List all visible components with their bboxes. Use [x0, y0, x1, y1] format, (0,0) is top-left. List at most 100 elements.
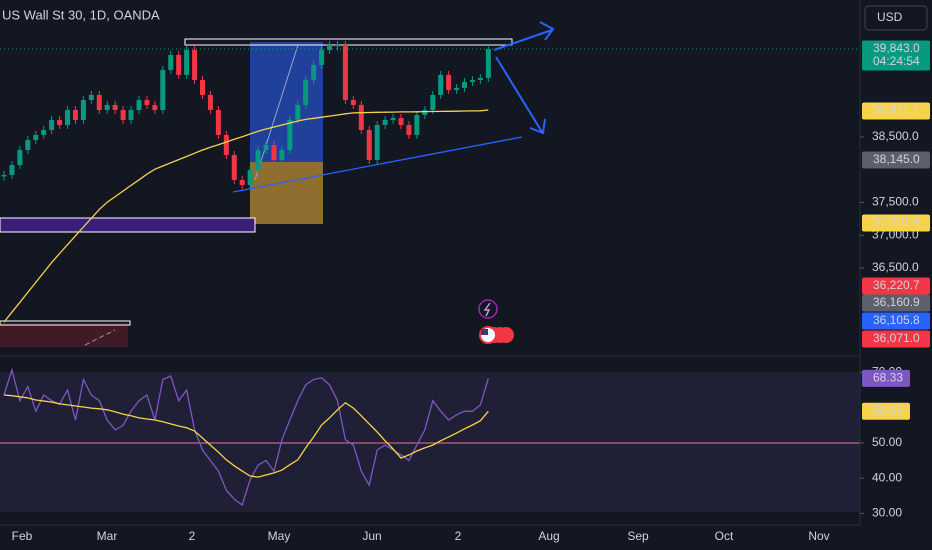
price-badge-label: 36,071.0 [873, 331, 920, 345]
x-tick-label: Aug [538, 529, 559, 543]
candle [33, 134, 39, 140]
candle [176, 54, 182, 75]
candle [263, 144, 269, 151]
price-badge [862, 277, 930, 295]
candle [25, 140, 31, 151]
y-tick-label: 36,500.0 [872, 260, 919, 274]
y-tick-label: 30.00 [872, 506, 902, 520]
long-position-target [250, 42, 323, 162]
candle [446, 74, 452, 90]
candle [80, 99, 86, 120]
candle [136, 99, 142, 110]
rsi-badge [862, 402, 910, 420]
price-badge-label: 37,201.8 [873, 215, 920, 229]
candle [215, 109, 221, 135]
arrow-up [493, 21, 555, 51]
candle [374, 124, 380, 160]
price-badge [862, 102, 930, 120]
candle [200, 79, 205, 95]
candle [469, 79, 475, 82]
candle [144, 99, 150, 105]
candle [454, 87, 460, 90]
candle [462, 81, 468, 88]
candle [184, 49, 190, 75]
candle [327, 44, 333, 50]
candle [390, 117, 396, 120]
price-badge [862, 312, 930, 330]
price-badge [862, 214, 930, 232]
candle [168, 54, 174, 70]
price-badge [862, 330, 930, 348]
y-tick-label: 38,500.0 [872, 129, 919, 143]
flag-canton [481, 329, 488, 335]
candle [207, 94, 213, 110]
candle [160, 69, 166, 110]
x-tick-label: Mar [97, 529, 118, 543]
candle [57, 119, 63, 125]
symbol-title: US Wall St 30, 1D, OANDA [2, 7, 160, 22]
price-badge-label: 38,145.0 [873, 152, 920, 166]
rsi-badge-label: 58.98 [873, 403, 903, 417]
rsi-line [3, 367, 489, 506]
candle [295, 104, 301, 120]
candle [319, 49, 325, 65]
rsi-ma-line [3, 394, 489, 478]
candle [366, 129, 372, 160]
rsi-band [0, 372, 860, 512]
price-badge-label: 36,220.7 [873, 278, 920, 292]
candle [41, 129, 47, 135]
candle [438, 74, 444, 95]
currency[interactable]: USD [877, 10, 903, 24]
candle [406, 124, 412, 135]
candle [247, 170, 253, 186]
candle [1, 175, 7, 177]
countdown: 04:24:54 [873, 54, 920, 68]
price-badge [862, 40, 930, 71]
candle [271, 144, 277, 160]
y-tick-label: 50.00 [872, 435, 902, 449]
candle [231, 155, 237, 181]
candle [152, 104, 158, 110]
candle [72, 109, 78, 120]
candle [382, 119, 388, 125]
candle [223, 134, 229, 156]
candle [279, 150, 285, 160]
candle [342, 44, 348, 100]
zone [0, 217, 256, 233]
y-tick-label: 40.00 [872, 470, 902, 484]
path-line [254, 44, 299, 181]
price-axis: 36,500.037,000.037,500.038,500.030.0040.… [860, 40, 930, 520]
price-badge [862, 151, 930, 169]
candle [485, 48, 491, 78]
price-badge-label: 38,911.1 [873, 103, 919, 117]
candle [350, 99, 356, 105]
candle [17, 150, 23, 166]
currency-button[interactable] [864, 5, 928, 31]
candle [112, 104, 118, 110]
zone [184, 38, 513, 46]
dashed-line [84, 329, 116, 346]
candle [9, 165, 15, 175]
candle [414, 114, 420, 135]
price-badge [862, 294, 930, 312]
candle [303, 79, 309, 105]
bolt [483, 302, 491, 317]
y-tick-label: 37,500.0 [872, 195, 919, 209]
candle [398, 117, 404, 125]
x-tick-label: May [268, 529, 291, 543]
moving-average [3, 109, 489, 323]
x-tick-label: Feb [12, 529, 33, 543]
candle [255, 150, 261, 171]
zone [0, 320, 131, 326]
plot [1, 40, 491, 506]
candle [65, 109, 71, 125]
event-icon[interactable] [478, 299, 498, 319]
price-badge-label: 39,843.0 [873, 41, 920, 55]
candle [88, 94, 94, 100]
x-tick-label: Jun [362, 529, 381, 543]
arrow-down [495, 56, 546, 135]
candle [49, 119, 55, 130]
candle [477, 77, 483, 80]
